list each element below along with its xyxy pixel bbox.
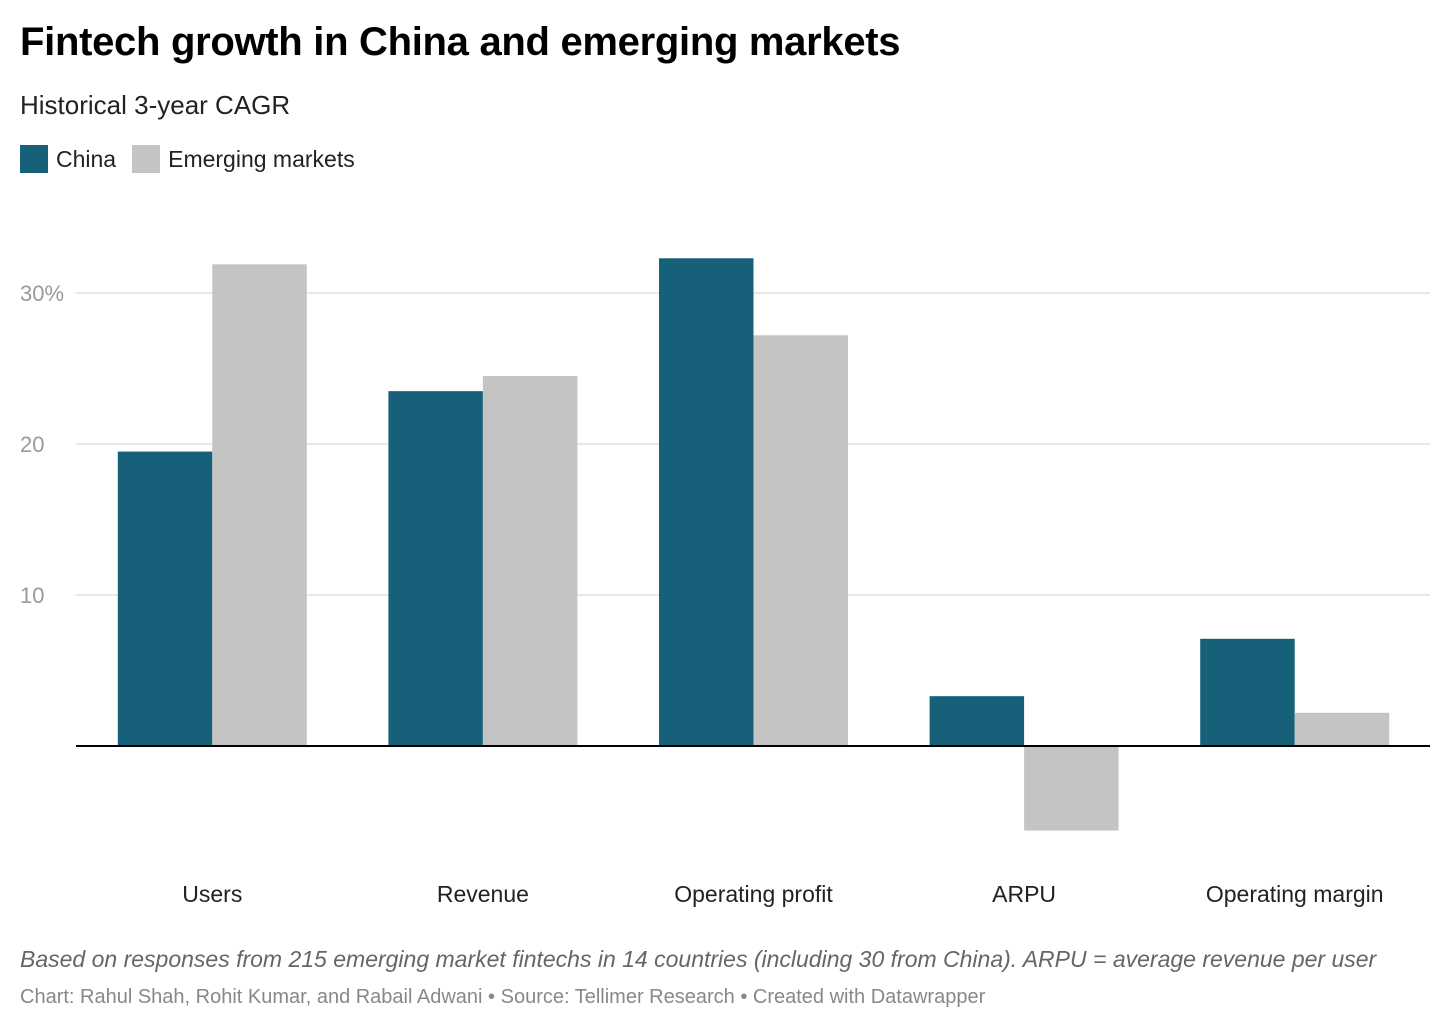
x-tick-label-revenue: Revenue — [437, 881, 529, 907]
bar-china-arpu — [929, 696, 1025, 746]
bar-china-operating-profit — [659, 258, 754, 746]
bar-china-operating-margin — [1200, 638, 1295, 746]
legend-item-emerging-markets: Emerging markets — [132, 145, 355, 173]
chart-title: Fintech growth in China and emerging mar… — [20, 20, 901, 64]
bar-emerging-markets-operating-profit — [753, 335, 848, 746]
legend: China Emerging markets — [20, 145, 371, 173]
legend-item-china: China — [20, 145, 116, 173]
bar-chart: 10 20 30% Users Revenue Operating profit ARPU O… — [20, 258, 1430, 907]
chart-notes: Based on responses from 215 emerging mar… — [20, 946, 1377, 972]
x-tick-label-arpu: ARPU — [992, 881, 1056, 907]
bar-emerging-markets-arpu — [1024, 746, 1119, 831]
y-tick-label-10: 10 — [20, 583, 44, 608]
legend-label-emerging-markets: Emerging markets — [168, 145, 355, 172]
x-tick-label-operating-profit: Operating profit — [674, 881, 833, 907]
bar-china-revenue — [388, 391, 483, 746]
y-tick-label-20: 20 — [20, 432, 44, 457]
chart-credit: Chart: Rahul Shah, Rohit Kumar, and Raba… — [20, 986, 986, 1008]
legend-swatch-emerging-markets — [132, 145, 161, 173]
bar-emerging-markets-revenue — [482, 376, 578, 746]
x-tick-label-operating-margin: Operating margin — [1206, 881, 1384, 907]
bar-china-users — [117, 451, 213, 746]
legend-swatch-china — [20, 145, 48, 173]
legend-label-china: China — [56, 145, 117, 172]
bar-emerging-markets-users — [212, 264, 307, 746]
y-tick-label-30: 30% — [20, 281, 64, 306]
bar-emerging-markets-operating-margin — [1294, 712, 1390, 746]
x-tick-label-users: Users — [182, 881, 242, 907]
chart-subtitle: Historical 3-year CAGR — [20, 90, 291, 120]
